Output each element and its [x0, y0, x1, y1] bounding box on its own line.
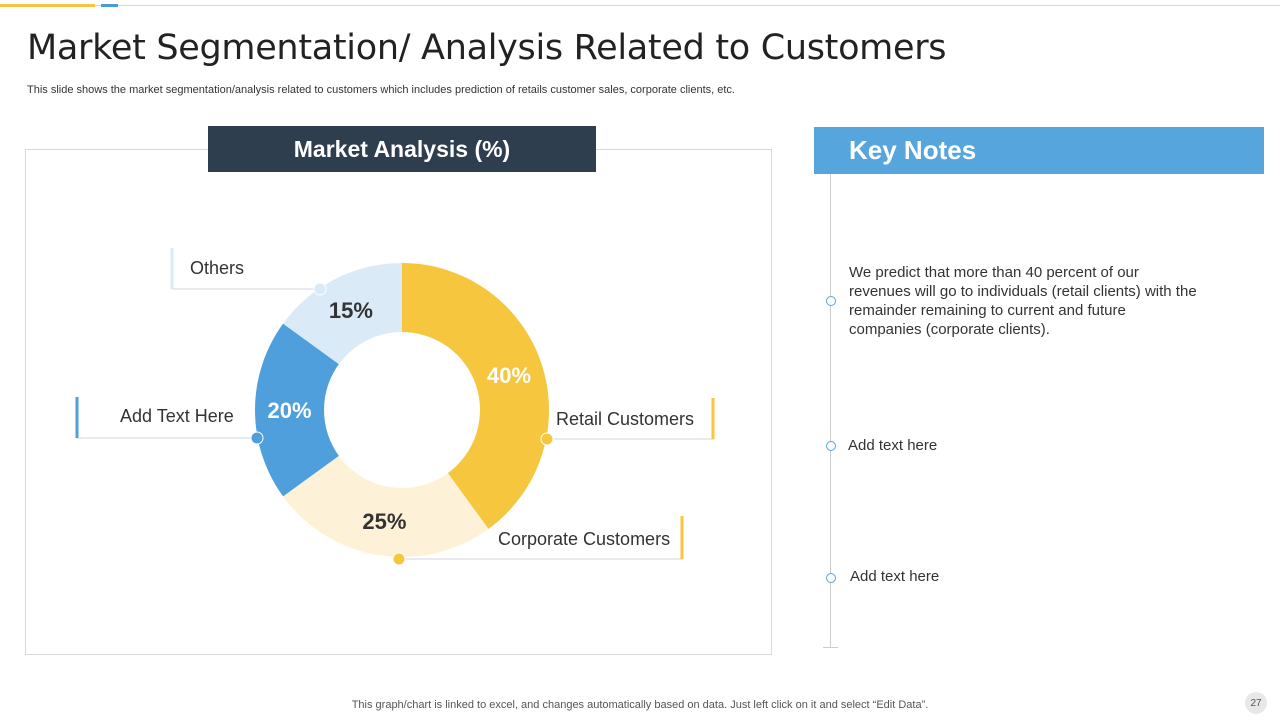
notes-timeline	[830, 174, 831, 647]
page-number: 27	[1245, 692, 1267, 714]
callout-marker-corporate	[392, 552, 406, 566]
note-bullet-2	[826, 441, 836, 451]
page-subtitle: This slide shows the market segmentation…	[27, 84, 735, 96]
donut-slice-others[interactable]	[283, 263, 402, 365]
data-label-corporate: 25%	[362, 509, 406, 534]
notes-timeline-cap	[823, 647, 838, 648]
callout-marker-add-text	[250, 431, 264, 445]
top-divider	[0, 5, 1280, 6]
top-accent-yellow	[0, 4, 95, 7]
callout-marker-retail	[540, 432, 554, 446]
data-label-retail: 40%	[487, 363, 531, 388]
legend-label-corporate: Corporate Customers	[498, 529, 671, 549]
data-label-add-text: 20%	[267, 398, 311, 423]
note-text-1: We predict that more than 40 percent of …	[849, 264, 1197, 338]
page-title: Market Segmentation/ Analysis Related to…	[27, 28, 947, 68]
callout-marker-others	[313, 282, 327, 296]
key-notes-header: Key Notes	[814, 127, 1264, 174]
top-accent-blue	[101, 4, 118, 7]
legend-label-retail: Retail Customers	[556, 409, 695, 429]
note-bullet-1	[826, 296, 836, 306]
footer-note: This graph/chart is linked to excel, and…	[351, 699, 929, 711]
note-bullet-3	[826, 573, 836, 583]
legend-label-add-text: Add Text Here	[120, 406, 234, 426]
legend-label-others: Others	[190, 258, 245, 278]
donut-slice-corporate[interactable]	[283, 455, 489, 557]
note-text-2: Add text here	[848, 437, 938, 454]
data-label-others: 15%	[329, 298, 373, 323]
chart-title: Market Analysis (%)	[208, 126, 596, 172]
donut-slice-retail[interactable]	[402, 263, 549, 529]
note-text-3: Add text here	[850, 568, 940, 585]
donut-slice-add-text[interactable]	[255, 323, 339, 497]
